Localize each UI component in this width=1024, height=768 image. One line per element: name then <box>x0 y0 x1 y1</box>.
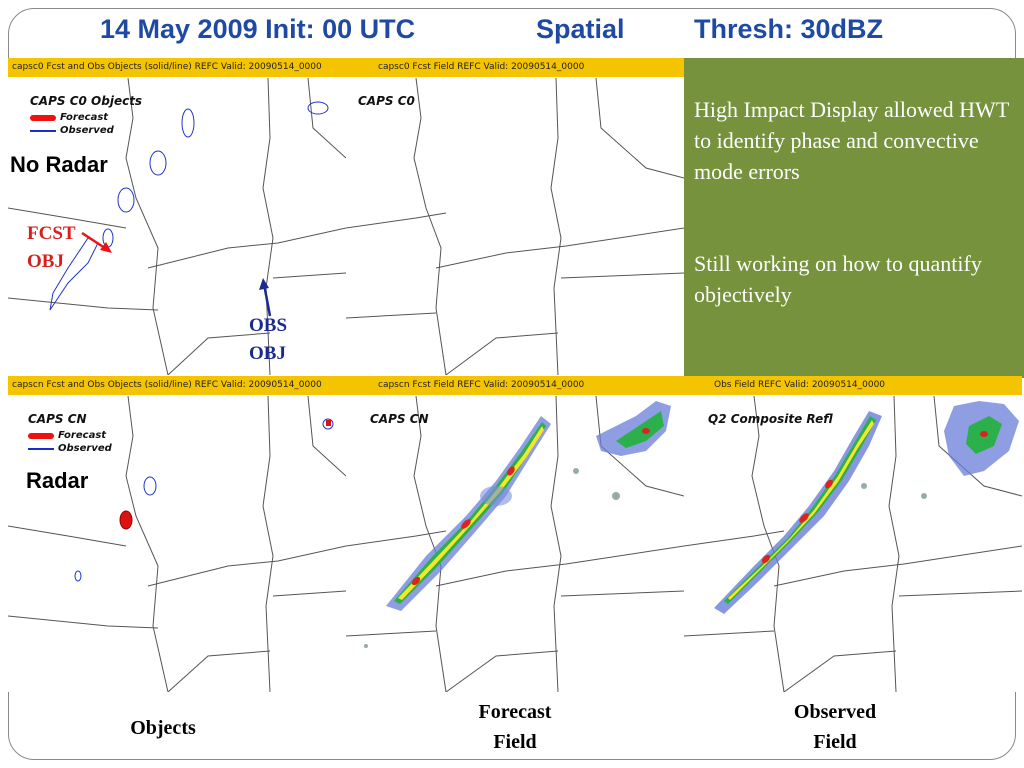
top-legend: Forecast Observed <box>30 111 114 137</box>
bottom-bar-objects-text: capscn Fcst and Obs Objects (solid/line)… <box>12 380 322 390</box>
panel-top-objects: CAPS C0 Objects Forecast Observed No Rad… <box>8 78 346 375</box>
forecast-swatch <box>30 114 56 121</box>
forecast-swatch <box>28 432 54 439</box>
panel-bottom-observed-label: Q2 Composite Refl <box>708 412 833 426</box>
slide-title: 14 May 2009 Init: 00 UTC Spatial Thresh:… <box>0 14 1024 54</box>
bottom-legend-observed: Observed <box>58 443 112 454</box>
observed-swatch <box>28 447 54 450</box>
panel-top-objects-label: CAPS C0 Objects <box>30 94 143 108</box>
column-label-forecast-field: Forecast Field <box>440 697 590 757</box>
obs-obj-line1: OBS <box>249 315 288 336</box>
bottom-legend: Forecast Observed <box>28 429 112 455</box>
fcst-obj-annotation: FCST OBJ <box>27 220 76 276</box>
map-bottom-forecast <box>346 396 684 692</box>
callout-point-1: High Impact Display allowed HWT to ident… <box>694 97 1009 184</box>
obs-obj-annotation: OBS OBJ <box>249 312 287 368</box>
bottom-bar-field-text: capscn Fcst Field REFC Valid: 20090514_0… <box>378 380 585 390</box>
panel-top-forecast-label: CAPS C0 <box>358 94 415 108</box>
bottom-row-info-bar: capscn Fcst and Obs Objects (solid/line)… <box>8 376 1022 395</box>
bottom-bar-obs-text: Obs Field REFC Valid: 20090514_0000 <box>714 380 886 390</box>
top-row-info-bar: capsc0 Fcst and Obs Objects (solid/line)… <box>8 58 684 77</box>
map-bottom-observed <box>684 396 1022 692</box>
title-threshold: Thresh: 30dBZ <box>694 14 884 44</box>
title-date-init: 14 May 2009 Init: 00 UTC <box>100 14 416 44</box>
top-legend-forecast: Forecast <box>60 112 109 123</box>
forecast-field-line1: Forecast <box>478 701 552 723</box>
obs-obj-line2: OBJ <box>249 343 286 364</box>
observed-field-line2: Field <box>813 731 857 753</box>
map-bottom-objects <box>8 396 346 692</box>
observed-field-line1: Observed <box>793 701 877 723</box>
column-label-observed-field: Observed Field <box>760 697 910 757</box>
panel-bottom-forecast-label: CAPS CN <box>370 412 429 426</box>
radar-tag: Radar <box>26 468 89 493</box>
forecast-reflectivity-band <box>364 401 671 648</box>
observed-swatch <box>30 129 56 132</box>
panel-bottom-objects-label: CAPS CN <box>28 412 87 426</box>
callout-point-2: Still working on how to quantify objecti… <box>694 251 982 307</box>
map-top-forecast <box>346 78 684 375</box>
panel-bottom-forecast-field: CAPS CN <box>346 396 684 692</box>
top-legend-observed: Observed <box>60 125 114 136</box>
forecast-field-line2: Field <box>493 731 537 753</box>
callout-box: High Impact Display allowed HWT to ident… <box>684 58 1024 378</box>
panel-grid: capsc0 Fcst and Obs Objects (solid/line)… <box>8 58 1024 692</box>
observed-reflectivity-band <box>714 401 1019 614</box>
no-radar-tag: No Radar <box>10 152 108 177</box>
obs-arrow-icon <box>259 278 272 317</box>
top-bar-objects-text: capsc0 Fcst and Obs Objects (solid/line)… <box>12 62 322 72</box>
column-label-objects: Objects <box>130 717 196 739</box>
panel-top-forecast-field: CAPS C0 <box>346 78 684 375</box>
top-bar-field-text: capsc0 Fcst Field REFC Valid: 20090514_0… <box>378 62 585 72</box>
fcst-obj-line1: FCST <box>27 223 76 244</box>
fcst-obj-line2: OBJ <box>27 251 64 272</box>
fcst-arrow-icon <box>81 231 112 253</box>
panel-bottom-objects: CAPS CN Forecast Observed Radar <box>8 396 346 692</box>
panel-bottom-observed-field: Q2 Composite Refl <box>684 396 1022 692</box>
title-method: Spatial <box>536 14 625 44</box>
bottom-legend-forecast: Forecast <box>58 430 107 441</box>
